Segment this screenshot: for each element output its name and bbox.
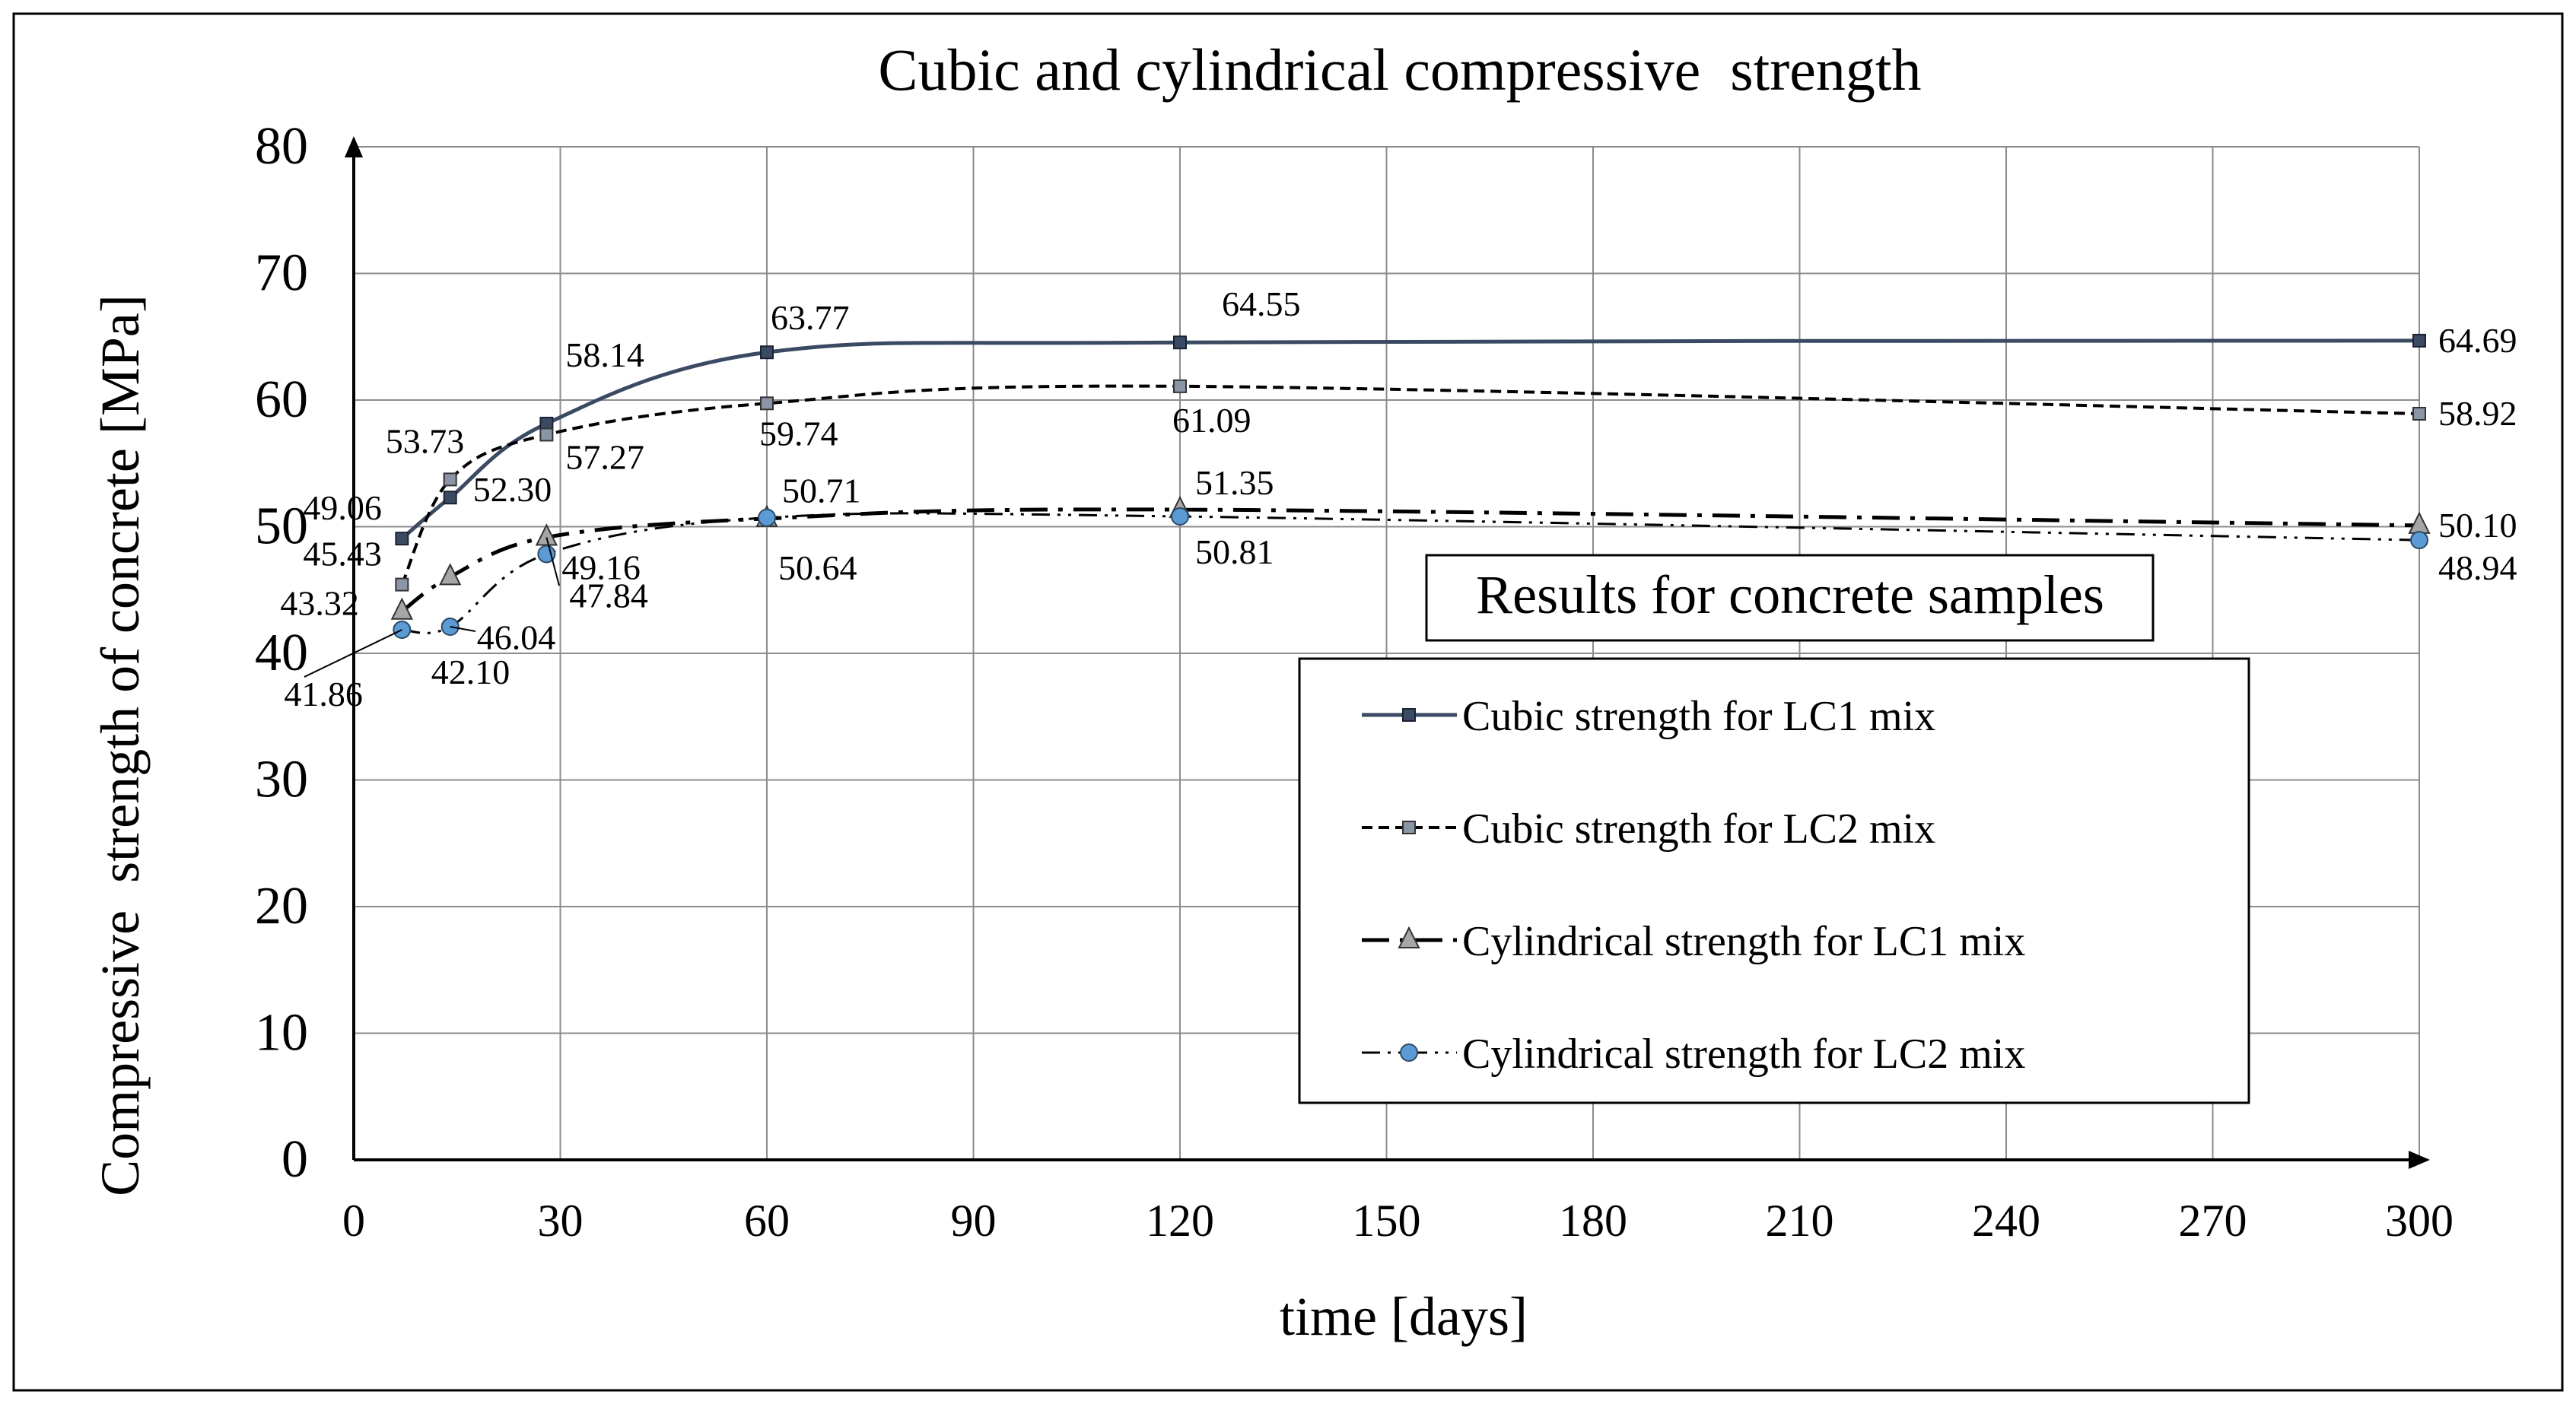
ticks: 0 10 20 30 40 50 60 70 80 0 30 60 90 120 150 180 210 240 2… [255, 117, 2454, 1246]
series-layer [400, 338, 2420, 634]
data-label: 49.16 [561, 548, 641, 586]
data-label: 46.04 [477, 618, 556, 656]
x-tick-label: 240 [1972, 1196, 2040, 1246]
x-tick-label: 180 [1559, 1196, 1627, 1246]
data-label: 61.09 [1172, 401, 1251, 440]
data-point [539, 427, 554, 442]
data-point [760, 345, 774, 360]
legend-label: Cylindrical strength for LC2 mix [1462, 1031, 2025, 1078]
data-point [758, 508, 776, 527]
data-label: 53.73 [386, 421, 465, 460]
legend-title: Results for concrete samples [1476, 564, 2104, 625]
data-label: 41.86 [284, 675, 363, 713]
y-tick-label: 70 [255, 244, 308, 303]
y-tick-label: 30 [255, 751, 308, 809]
data-point [390, 597, 413, 620]
data-label: 58.14 [565, 335, 644, 374]
data-point [395, 532, 409, 546]
y-tick-label: 80 [255, 117, 308, 176]
data-point [1171, 507, 1189, 526]
legend-label: Cubic strength for LC2 mix [1462, 805, 1935, 853]
data-label: 50.71 [782, 472, 861, 510]
data-label: 64.69 [2438, 321, 2517, 360]
x-tick-label: 0 [342, 1196, 365, 1246]
legend: Results for concrete samples Cubic stren… [1298, 554, 2250, 1104]
y-tick-label: 0 [281, 1130, 308, 1189]
data-point [439, 563, 462, 586]
legend-marker [1398, 926, 1420, 948]
x-tick-label: 150 [1353, 1196, 1421, 1246]
data-label: 50.64 [778, 548, 857, 587]
data-label: 58.92 [2438, 394, 2517, 433]
x-axis-arrow [2409, 1151, 2430, 1169]
chart-title: Cubic and cylindrical compressive streng… [878, 37, 1921, 103]
data-label: 48.94 [2438, 548, 2517, 587]
data-label: 59.74 [759, 414, 838, 453]
data-label: 51.35 [1195, 463, 1274, 502]
axes [345, 136, 2430, 1169]
series-line-1 [400, 338, 2420, 541]
series-line-3 [400, 507, 2420, 613]
data-point [1173, 335, 1187, 350]
legend-label: Cubic strength for LC1 mix [1462, 693, 1935, 740]
data-point [2410, 531, 2428, 550]
series-line-2 [400, 384, 2420, 586]
y-tick-label: 10 [255, 1004, 308, 1063]
legend-title-box [1425, 554, 2155, 642]
data-label: 57.27 [565, 437, 644, 476]
x-tick-label: 60 [744, 1196, 790, 1246]
x-tick-label: 270 [2179, 1196, 2247, 1246]
y-tick-label: 20 [255, 877, 308, 935]
x-tick-label: 210 [1766, 1196, 1834, 1246]
legend-marker [1402, 708, 1416, 722]
leader-line [304, 629, 402, 678]
data-label: 49.06 [303, 488, 382, 527]
data-point [443, 491, 457, 505]
data-point [443, 472, 457, 487]
data-point [395, 577, 409, 592]
data-point [537, 545, 556, 564]
data-label: 63.77 [771, 298, 850, 337]
y-axis-title: Compressive strength of concrete [MPa] [90, 294, 151, 1196]
data-label: 50.10 [2438, 506, 2517, 545]
x-tick-label: 90 [951, 1196, 997, 1246]
data-label: 50.81 [1195, 532, 1274, 571]
x-tick-label: 30 [538, 1196, 584, 1246]
y-tick-label: 60 [255, 370, 308, 429]
data-label: 64.55 [1222, 284, 1301, 323]
data-point [1173, 379, 1187, 393]
legend-box [1298, 657, 2250, 1104]
data-label: 52.30 [473, 470, 552, 509]
data-label: 45.43 [303, 535, 382, 573]
data-point [2412, 406, 2426, 421]
leader-line [545, 537, 560, 586]
legend-label: Cylindrical strength for LC1 mix [1462, 918, 2025, 965]
series-line-4 [402, 512, 2420, 634]
x-axis-title: time [days] [1280, 1286, 1528, 1347]
data-point [2412, 333, 2426, 348]
legend-marker [1402, 821, 1416, 834]
legend-marker [1400, 1043, 1418, 1062]
data-point [760, 396, 774, 411]
x-tick-label: 300 [2385, 1196, 2454, 1246]
data-label: 43.32 [280, 584, 359, 623]
data-label-layer: 49.06 52.30 58.14 63.77 64.55 64.69 45.43 53.73… [280, 284, 2517, 713]
leader-line [450, 626, 476, 632]
y-tick-label: 50 [255, 497, 308, 556]
x-tick-label: 120 [1146, 1196, 1214, 1246]
legend-items: Cubic strength for LC1 mix Cubic strength… [1362, 693, 2025, 1078]
y-tick-label: 40 [255, 624, 308, 682]
data-label: 47.84 [569, 576, 648, 615]
y-axis-arrow [345, 136, 363, 157]
data-label: 42.10 [431, 653, 510, 691]
